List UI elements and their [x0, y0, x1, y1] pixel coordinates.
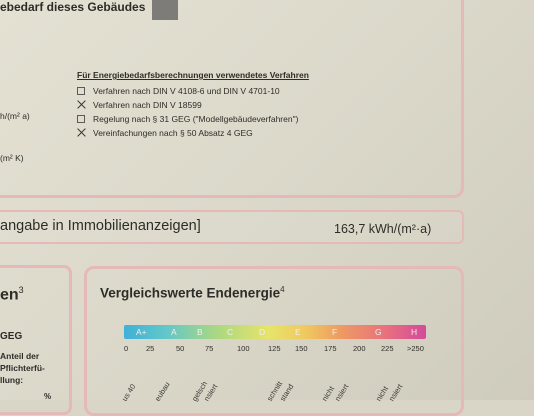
scale-tick-label: 100 [237, 344, 250, 353]
footnote-marker: 4 [280, 285, 285, 294]
checkbox-unchecked-icon [77, 115, 85, 123]
renewable-percent: % [44, 392, 52, 401]
arrow-up-icon [152, 0, 178, 20]
footnote-marker: 3 [18, 285, 24, 295]
verfahren-option-label: Verfahren nach DIN V 18599 [93, 100, 202, 110]
energy-class-label: B [197, 327, 203, 337]
vergleichswerte-title: Vergleichswerte Endenergie4 [100, 285, 285, 301]
scale-tick-label: 225 [381, 344, 394, 353]
verfahren-title: Für Energiebedarfsberechnungen verwendet… [77, 70, 309, 80]
energy-class-label: C [227, 327, 234, 337]
scale-tick-label: 175 [324, 344, 337, 353]
gebaeude-heading: ebedarf dieses Gebäudes [0, 0, 146, 14]
immobilienanzeigen-box [0, 210, 464, 244]
scale-tick-label: 200 [353, 344, 366, 353]
immobilienanzeigen-value: 163,7 kWh/(m²·a) [334, 222, 432, 236]
energy-class-label: G [375, 327, 382, 337]
energy-class-label: F [332, 327, 338, 337]
energy-class-label: D [259, 327, 266, 337]
renewable-title: en3 [0, 285, 24, 304]
unit-label-demand: h/(m² a) [0, 111, 30, 121]
immobilienanzeigen-label: angabe in Immobilienanzeigen] [0, 218, 201, 234]
scale-tick-label: 150 [295, 344, 308, 353]
checkbox-crossed-icon [77, 129, 85, 137]
checkbox-unchecked-icon [77, 87, 85, 95]
energy-class-label: A+ [136, 327, 147, 337]
unit-label-transmission: (m² K) [0, 153, 24, 163]
scale-tick-label: 50 [176, 344, 185, 353]
verfahren-option: Verfahren nach DIN V 18599 [77, 100, 202, 110]
energy-scale-bar [124, 325, 426, 339]
scale-tick-label: 125 [268, 344, 281, 353]
checkbox-crossed-icon [77, 101, 85, 109]
renewable-text: Anteil der Pflichterfü- llung: [0, 350, 45, 386]
verfahren-option-label: Regelung nach § 31 GEG ("Modellgebäudeve… [93, 114, 299, 124]
scale-tick-label: 75 [205, 344, 214, 353]
scale-tick-label: 0 [124, 344, 129, 353]
verfahren-option: Vereinfachungen nach § 50 Absatz 4 GEG [77, 128, 253, 138]
scale-tick-label: >250 [407, 344, 424, 353]
energy-class-label: A [171, 327, 177, 337]
renewable-text-line: Pflichterfü- [0, 363, 45, 373]
energy-class-label: E [295, 327, 301, 337]
renewable-geg: GEG [0, 331, 23, 342]
renewable-text-line: Anteil der [0, 351, 40, 361]
renewable-text-line: llung: [0, 375, 24, 385]
verfahren-option-label: Vereinfachungen nach § 50 Absatz 4 GEG [93, 128, 253, 138]
energy-class-label: H [411, 327, 418, 337]
energy-demand-frame [0, 0, 464, 198]
verfahren-option-label: Verfahren nach DIN V 4108-6 und DIN V 47… [93, 86, 280, 96]
verfahren-option: Verfahren nach DIN V 4108-6 und DIN V 47… [77, 86, 280, 96]
scale-tick-label: 25 [146, 344, 155, 353]
verfahren-option: Regelung nach § 31 GEG ("Modellgebäudeve… [77, 114, 298, 124]
